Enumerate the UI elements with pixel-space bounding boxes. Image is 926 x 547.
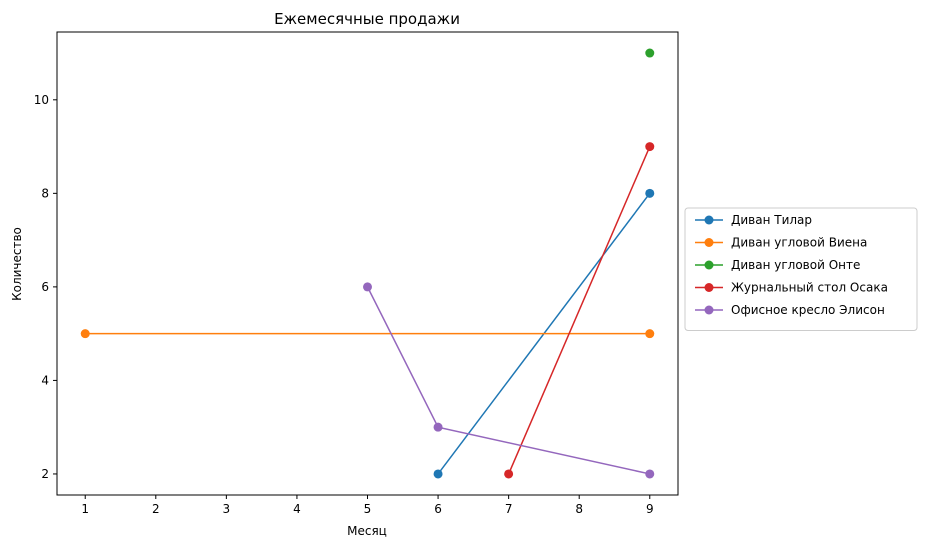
y-tick-label: 2 xyxy=(41,467,49,481)
series-1 xyxy=(80,329,655,339)
y-tick-label: 8 xyxy=(41,186,49,200)
legend-item: Офисное кресло Элисон xyxy=(695,303,885,317)
x-tick-label: 9 xyxy=(646,502,654,516)
data-point xyxy=(80,329,90,339)
x-tick-label: 8 xyxy=(575,502,583,516)
x-tick-label: 3 xyxy=(223,502,231,516)
data-point xyxy=(363,282,372,292)
legend-swatch-marker xyxy=(704,305,714,315)
y-tick-label: 6 xyxy=(41,280,49,294)
legend-swatch-marker xyxy=(704,215,714,225)
x-tick-label: 2 xyxy=(152,502,160,516)
data-point xyxy=(645,142,655,152)
x-tick-label: 4 xyxy=(293,502,301,516)
data-point xyxy=(645,48,655,58)
x-axis-label: Месяц xyxy=(347,524,387,538)
data-point xyxy=(645,469,655,479)
legend-label: Диван Тилар xyxy=(731,213,812,227)
plot-area xyxy=(56,31,679,496)
data-point xyxy=(645,188,655,198)
legend-label: Диван угловой Онте xyxy=(731,258,860,272)
legend-swatch-marker xyxy=(704,260,714,270)
legend: Диван Тилар Диван угловой Виена Диван угло… xyxy=(684,207,918,331)
series-4 xyxy=(363,282,655,479)
legend-item: Диван угловой Онте xyxy=(695,258,860,272)
data-point xyxy=(504,469,514,479)
legend-swatch-marker xyxy=(704,238,714,247)
legend-label: Офисное кресло Элисон xyxy=(731,303,885,317)
legend-label: Журнальный стол Осака xyxy=(731,281,888,295)
series-3 xyxy=(504,142,655,479)
y-axis-ticks: 2 4 6 8 10 xyxy=(34,93,57,481)
data-point xyxy=(433,422,443,432)
data-point xyxy=(645,329,655,339)
legend-label: Диван угловой Виена xyxy=(731,236,867,250)
chart-title: Ежемесячные продажи xyxy=(274,10,460,28)
y-tick-label: 4 xyxy=(41,373,49,387)
series-2 xyxy=(645,48,655,58)
series-layer xyxy=(80,48,655,479)
legend-item: Журнальный стол Осака xyxy=(695,281,888,295)
x-axis-ticks: 1 2 3 4 5 6 7 8 9 xyxy=(81,495,654,516)
legend-item: Диван Тилар xyxy=(695,213,812,227)
x-tick-label: 5 xyxy=(364,502,372,516)
x-tick-label: 7 xyxy=(505,502,513,516)
y-tick-label: 10 xyxy=(34,93,49,107)
y-axis-label: Количество xyxy=(10,227,24,301)
legend-swatch-marker xyxy=(704,283,714,292)
legend-box xyxy=(684,207,918,331)
x-tick-label: 1 xyxy=(81,502,89,516)
data-point xyxy=(433,469,443,479)
x-tick-label: 6 xyxy=(434,502,442,516)
series-line xyxy=(507,146,651,475)
legend-item: Диван угловой Виена xyxy=(695,236,867,250)
